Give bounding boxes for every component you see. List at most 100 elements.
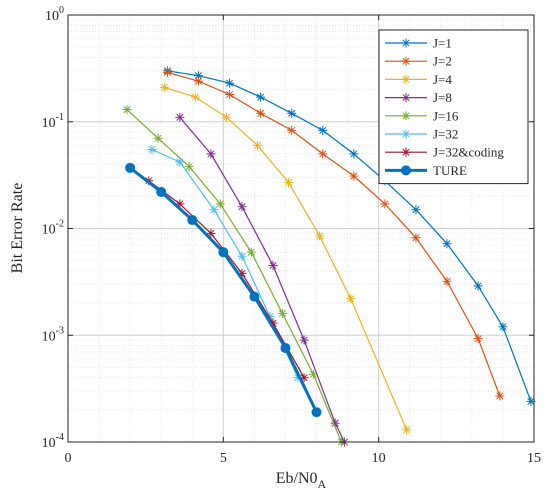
data-point bbox=[442, 239, 452, 249]
marker-stroke bbox=[402, 75, 410, 83]
data-point bbox=[349, 149, 359, 159]
marker-stroke bbox=[331, 419, 339, 427]
legend-swatch-marker bbox=[401, 38, 411, 48]
marker-stroke bbox=[412, 234, 420, 242]
y-tick-label: 10-4 bbox=[42, 432, 64, 451]
data-point bbox=[193, 76, 203, 86]
legend-label: J=32 bbox=[433, 127, 458, 142]
marker-stroke bbox=[402, 57, 410, 65]
data-point bbox=[215, 199, 225, 209]
series-line bbox=[164, 86, 408, 431]
data-point bbox=[249, 291, 260, 302]
data-point bbox=[209, 205, 219, 215]
data-point bbox=[122, 105, 132, 115]
marker-stroke bbox=[194, 72, 203, 80]
legend-swatch-marker bbox=[401, 56, 411, 66]
marker-stroke bbox=[402, 148, 410, 156]
data-point bbox=[280, 342, 291, 353]
data-point bbox=[495, 391, 505, 401]
marker-stroke bbox=[402, 130, 410, 138]
y-tick-label: 10-2 bbox=[42, 219, 64, 238]
legend-item: J=2 bbox=[385, 54, 452, 69]
legend-swatch-marker bbox=[401, 93, 411, 103]
marker-stroke bbox=[154, 134, 162, 142]
marker-stroke bbox=[474, 282, 482, 290]
marker-stroke bbox=[210, 206, 218, 214]
data-point bbox=[184, 162, 194, 172]
data-point bbox=[156, 186, 167, 197]
data-point bbox=[473, 334, 483, 344]
data-point bbox=[315, 231, 325, 241]
marker-stroke bbox=[496, 392, 504, 400]
legend-label: J=4 bbox=[433, 72, 452, 87]
data-point bbox=[349, 171, 359, 181]
marker-stroke bbox=[185, 163, 193, 171]
data-point bbox=[380, 199, 390, 209]
marker-stroke bbox=[216, 200, 224, 208]
legend: J=1 J=2 J=4 J=8 J=16 J=32 J=32&coding TURE bbox=[378, 29, 529, 185]
series-J=4 bbox=[159, 82, 412, 435]
marker-stroke bbox=[160, 83, 168, 91]
marker-stroke bbox=[403, 426, 411, 434]
data-point bbox=[253, 140, 263, 150]
data-point bbox=[473, 281, 483, 291]
data-point bbox=[225, 78, 235, 88]
data-point bbox=[308, 369, 318, 379]
data-point bbox=[125, 162, 136, 173]
marker-stroke bbox=[269, 261, 277, 270]
legend-label: TURE bbox=[433, 163, 467, 178]
data-point bbox=[287, 125, 297, 135]
marker-stroke bbox=[309, 370, 317, 378]
series-J=16 bbox=[122, 105, 346, 447]
data-point bbox=[287, 108, 297, 118]
marker-stroke bbox=[300, 336, 308, 344]
marker-stroke bbox=[176, 158, 184, 166]
marker-stroke bbox=[402, 39, 410, 47]
data-point bbox=[277, 308, 287, 318]
legend-item: J=32 bbox=[385, 127, 458, 142]
marker-stroke bbox=[319, 150, 327, 158]
data-point bbox=[175, 112, 185, 122]
marker-stroke bbox=[381, 200, 389, 208]
legend-item: J=8 bbox=[385, 90, 452, 105]
x-axis-title-subscript: A bbox=[318, 477, 327, 491]
data-point bbox=[237, 251, 247, 261]
marker-stroke bbox=[247, 248, 255, 256]
series-TURE bbox=[125, 162, 322, 418]
marker-stroke bbox=[288, 109, 296, 117]
legend-item: J=16 bbox=[385, 108, 459, 123]
marker-stroke bbox=[402, 112, 410, 120]
data-point bbox=[318, 125, 328, 135]
marker-stroke bbox=[226, 79, 234, 87]
marker-stroke bbox=[285, 178, 293, 186]
legend-item: TURE bbox=[385, 163, 467, 178]
data-point bbox=[237, 202, 247, 212]
legend-label: J=8 bbox=[433, 90, 452, 105]
data-point bbox=[346, 294, 356, 304]
x-tick-label: 0 bbox=[65, 451, 72, 466]
marker-stroke bbox=[123, 106, 131, 114]
series-J=2 bbox=[162, 67, 505, 401]
legend-box bbox=[378, 29, 529, 185]
data-point bbox=[311, 407, 322, 418]
data-point bbox=[147, 144, 157, 154]
y-tick-label: 100 bbox=[45, 5, 64, 24]
data-point bbox=[159, 82, 169, 92]
marker-stroke bbox=[443, 277, 451, 285]
data-point bbox=[187, 215, 198, 226]
data-point bbox=[218, 247, 229, 258]
x-tick-label: 10 bbox=[372, 451, 386, 466]
marker-stroke bbox=[222, 113, 230, 121]
axis-ticks: 0 5 10 15 10-4 10-3 10-2 10-1 100 bbox=[42, 5, 541, 466]
series-line bbox=[126, 109, 342, 443]
legend-swatch-marker bbox=[401, 147, 411, 157]
legend-swatch-marker bbox=[401, 129, 411, 139]
data-point bbox=[268, 261, 278, 271]
marker-stroke bbox=[207, 150, 215, 158]
legend-label: J=16 bbox=[433, 108, 459, 123]
legend-item: J=1 bbox=[385, 36, 452, 51]
marker-stroke bbox=[238, 252, 246, 260]
marker-stroke bbox=[443, 240, 451, 248]
marker-stroke bbox=[527, 397, 535, 405]
